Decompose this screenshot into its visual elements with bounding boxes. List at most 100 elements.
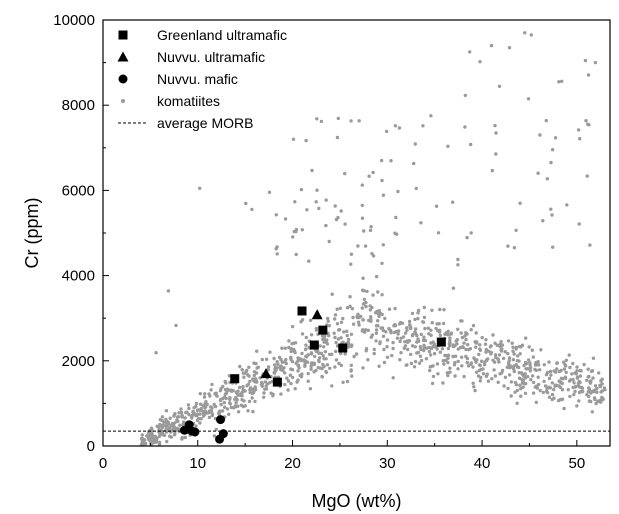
komatiite-point	[511, 358, 516, 362]
komatiite-point	[545, 177, 549, 181]
komatiite-point	[550, 213, 554, 217]
komatiite-point	[183, 416, 187, 420]
komatiite-point	[410, 344, 415, 348]
komatiite-point	[292, 347, 296, 352]
komatiite-point	[422, 348, 426, 353]
komatiite-point	[360, 183, 364, 187]
komatiite-point	[218, 398, 223, 403]
komatiite-point	[499, 340, 503, 344]
komatiite-point	[389, 331, 393, 335]
komatiite-point	[568, 394, 572, 399]
komatiite-point	[262, 391, 266, 395]
komatiite-point	[497, 360, 501, 364]
komatiite-point	[305, 208, 309, 212]
komatiite-point	[387, 326, 391, 331]
komatiite-point	[327, 239, 331, 244]
komatiite-point	[369, 335, 373, 339]
komatiite-point	[451, 286, 456, 290]
komatiite-point	[380, 312, 384, 317]
komatiite-point	[164, 409, 169, 413]
komatiite-point	[421, 320, 426, 324]
komatiite-point	[219, 402, 223, 407]
x-tick-label: 50	[568, 455, 585, 472]
komatiite-point	[413, 142, 417, 146]
komatiite-point	[356, 244, 360, 248]
komatiite-point	[472, 385, 476, 389]
komatiite-point	[324, 370, 329, 375]
komatiite-point	[304, 343, 308, 347]
komatiite-point	[541, 390, 545, 395]
komatiite-point	[371, 170, 375, 175]
komatiite-point	[592, 389, 596, 393]
komatiite-point	[309, 367, 313, 371]
komatiite-point	[203, 409, 207, 413]
komatiite-point	[185, 410, 189, 414]
komatiite-point	[552, 396, 556, 400]
komatiite-point	[517, 365, 521, 370]
komatiite-point	[177, 411, 181, 415]
komatiite-point	[519, 387, 523, 391]
komatiite-point	[161, 423, 165, 428]
komatiite-point	[523, 360, 528, 365]
komatiite-point	[196, 416, 201, 421]
komatiite-point	[489, 344, 493, 348]
komatiite-point	[385, 345, 389, 349]
komatiite-points	[139, 31, 607, 447]
komatiite-point	[356, 320, 361, 324]
komatiite-point	[530, 348, 534, 352]
komatiite-point	[516, 354, 520, 358]
komatiite-point	[430, 381, 435, 386]
komatiite-point	[577, 390, 582, 395]
komatiite-point	[519, 345, 523, 349]
komatiite-point	[198, 392, 202, 396]
komatiite-point	[577, 222, 581, 226]
komatiite-point	[381, 334, 386, 338]
komatiite-point	[234, 390, 239, 394]
komatiite-point	[150, 430, 154, 435]
komatiite-point	[438, 333, 443, 338]
komatiite-point	[571, 385, 575, 390]
komatiite-point	[304, 335, 308, 340]
komatiite-point	[204, 400, 208, 404]
komatiite-point	[351, 322, 356, 326]
komatiite-point	[203, 392, 207, 396]
komatiite-point	[429, 341, 433, 345]
komatiite-point	[155, 436, 159, 440]
komatiite-point	[575, 365, 579, 369]
komatiite-point	[403, 340, 407, 344]
komatiite-point	[421, 124, 425, 128]
komatiite-point	[449, 332, 453, 336]
komatiite-point	[538, 368, 542, 372]
komatiite-point	[544, 118, 548, 123]
komatiite-point	[471, 365, 475, 369]
komatiite-point	[472, 356, 476, 360]
komatiite-point	[417, 361, 422, 365]
komatiite-point	[218, 409, 222, 413]
komatiite-point	[350, 374, 354, 378]
komatiite-point	[314, 368, 318, 373]
komatiite-point	[542, 363, 546, 367]
komatiite-point	[209, 388, 213, 392]
komatiite-point	[555, 361, 559, 365]
komatiite-point	[352, 354, 356, 359]
komatiite-point	[474, 360, 478, 364]
komatiite-point	[478, 347, 482, 351]
komatiite-point	[593, 384, 598, 388]
komatiite-point	[485, 358, 489, 362]
komatiite-point	[317, 351, 321, 355]
komatiite-point	[343, 352, 347, 356]
komatiite-point	[493, 341, 497, 345]
komatiite-point	[495, 343, 499, 347]
komatiite-point	[446, 346, 451, 351]
komatiite-point	[225, 407, 230, 411]
komatiite-point	[517, 371, 521, 375]
komatiite-point	[201, 404, 205, 408]
komatiite-point	[591, 356, 596, 360]
komatiite-point	[339, 209, 343, 213]
komatiite-point	[416, 308, 421, 313]
komatiite-point	[364, 304, 368, 309]
komatiite-point	[198, 412, 202, 416]
komatiite-point	[279, 364, 283, 368]
komatiite-point	[590, 410, 594, 414]
circle-marker	[215, 434, 225, 444]
